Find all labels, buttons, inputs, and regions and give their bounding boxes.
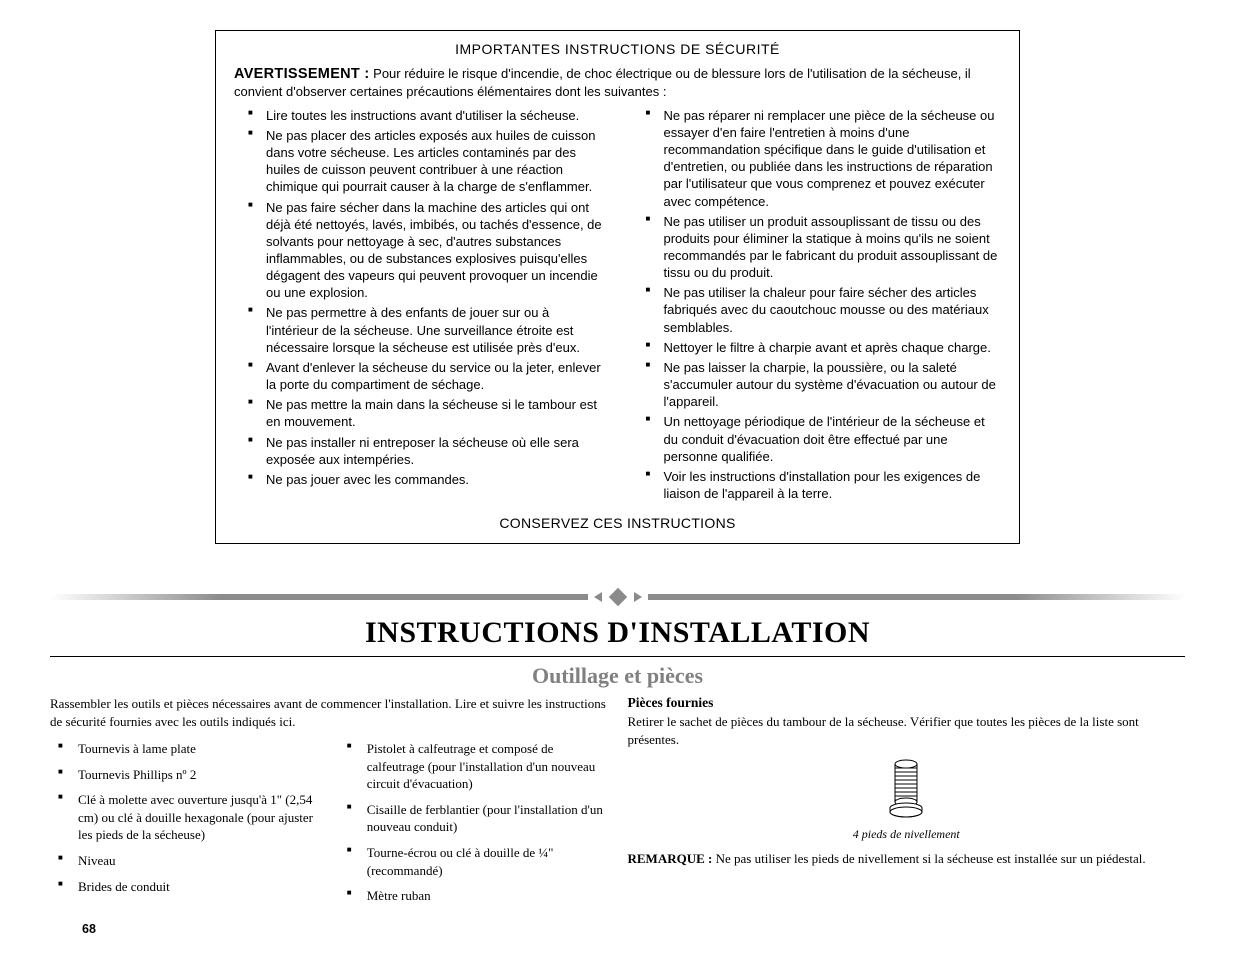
tools-list-left: Tournevis à lame plate Tournevis Phillip… — [50, 740, 319, 895]
page-number: 68 — [82, 922, 96, 936]
intro-text: Rassembler les outils et pièces nécessai… — [50, 695, 608, 730]
warning-lead: AVERTISSEMENT : Pour réduire le risque d… — [234, 65, 1001, 101]
list-item: Nettoyer le filtre à charpie avant et ap… — [650, 339, 1002, 356]
list-item: Ne pas utiliser un produit assouplissant… — [650, 213, 1002, 282]
list-item: Pistolet à calfeutrage et composé de cal… — [341, 740, 608, 793]
list-item: Cisaille de ferblantier (pour l'installa… — [341, 801, 608, 836]
list-item: Tournevis à lame plate — [52, 740, 319, 758]
warning-lead-bold: AVERTISSEMENT : — [234, 66, 370, 82]
sub-heading: Outillage et pièces — [50, 663, 1185, 689]
list-item: Ne pas permettre à des enfants de jouer … — [252, 304, 604, 355]
list-item: Tourne-écrou ou clé à douille de ¼" (rec… — [341, 844, 608, 879]
warning-footer: CONSERVEZ CES INSTRUCTIONS — [234, 515, 1001, 531]
list-item: Un nettoyage périodique de l'intérieur d… — [650, 413, 1002, 464]
parts-text: Retirer le sachet de pièces du tambour d… — [628, 713, 1186, 748]
warning-box: IMPORTANTES INSTRUCTIONS DE SÉCURITÉ AVE… — [215, 30, 1020, 544]
leveling-leg-figure: 4 pieds de nivellement — [628, 758, 1186, 842]
main-heading: INSTRUCTIONS D'INSTALLATION — [50, 616, 1185, 657]
list-item: Ne pas laisser la charpie, la poussière,… — [650, 359, 1002, 410]
list-item: Ne pas placer des articles exposés aux h… — [252, 127, 604, 196]
list-item: Ne pas faire sécher dans la machine des … — [252, 199, 604, 302]
list-item: Lire toutes les instructions avant d'uti… — [252, 107, 604, 124]
list-item: Clé à molette avec ouverture jusqu'à 1" … — [52, 791, 319, 844]
remarque-bold: REMARQUE : — [628, 851, 713, 866]
list-item: Ne pas utiliser la chaleur pour faire sé… — [650, 284, 1002, 335]
warning-list-right: Ne pas réparer ni remplacer une pièce de… — [632, 107, 1002, 502]
remarque-text: Ne pas utiliser les pieds de nivellement… — [712, 851, 1145, 866]
figure-caption: 4 pieds de nivellement — [628, 827, 1186, 842]
list-item: Ne pas mettre la main dans la sécheuse s… — [252, 396, 604, 430]
tools-list-right: Pistolet à calfeutrage et composé de cal… — [339, 740, 608, 904]
list-item: Niveau — [52, 852, 319, 870]
warning-title: IMPORTANTES INSTRUCTIONS DE SÉCURITÉ — [234, 41, 1001, 57]
list-item: Ne pas installer ni entreposer la sécheu… — [252, 434, 604, 468]
warning-list-left: Lire toutes les instructions avant d'uti… — [234, 107, 604, 488]
list-item: Tournevis Phillips nº 2 — [52, 766, 319, 784]
parts-heading: Pièces fournies — [628, 695, 1186, 711]
section-divider — [50, 584, 1185, 610]
list-item: Brides de conduit — [52, 878, 319, 896]
list-item: Mètre ruban — [341, 887, 608, 905]
list-item: Ne pas jouer avec les commandes. — [252, 471, 604, 488]
remarque: REMARQUE : Ne pas utiliser les pieds de … — [628, 850, 1186, 868]
list-item: Avant d'enlever la sécheuse du service o… — [252, 359, 604, 393]
list-item: Voir les instructions d'installation pou… — [650, 468, 1002, 502]
list-item: Ne pas réparer ni remplacer une pièce de… — [650, 107, 1002, 210]
